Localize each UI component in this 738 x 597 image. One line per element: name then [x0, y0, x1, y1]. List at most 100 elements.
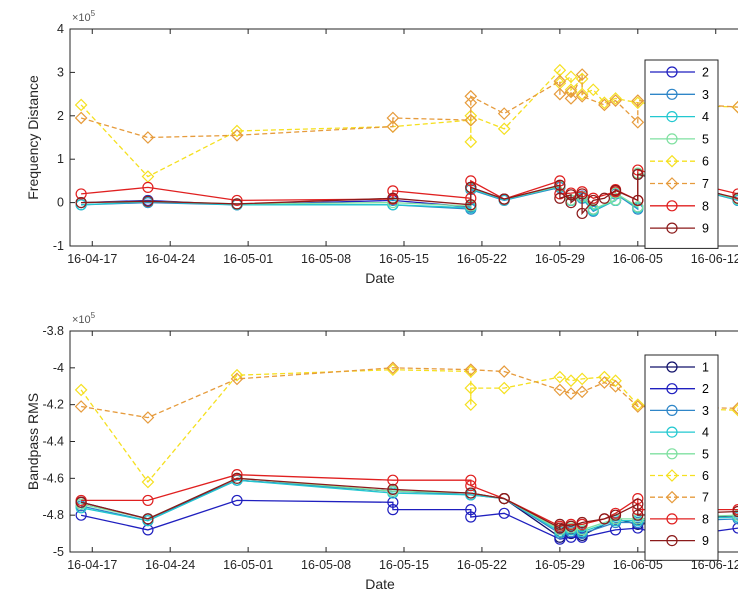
legend-marker [666, 404, 678, 416]
chart-panel-1: -1 0 1 2 3 4 16-04-17 16-04-24 16-05-01 16-05-08 1… [25, 9, 738, 286]
y-tick-label: -4.2 [42, 398, 64, 412]
data-point [564, 374, 578, 388]
data-point [465, 487, 477, 499]
data-point [553, 87, 567, 101]
data-point [142, 524, 154, 536]
data-point [386, 111, 400, 125]
data-point [230, 368, 244, 382]
x-tick-label: 16-06-05 [613, 558, 663, 572]
data-point [141, 411, 155, 424]
legend: 2 3 4 5 6 7 8 9 [644, 59, 719, 249]
data-point [554, 179, 566, 191]
x-tick-label: 16-05-08 [301, 558, 351, 572]
y-axis-label: Frequency Distance [25, 75, 41, 200]
legend-marker [666, 133, 678, 145]
legend-entry-7: 7 [650, 491, 709, 505]
y-tick-label: 0 [57, 196, 64, 210]
data-point [465, 511, 477, 523]
data-point [732, 522, 738, 534]
chart-panel-2: -5 -4.8 -4.6 -4.4 -4.2 -4 -3.8 16-04-17 16-04-24… [25, 311, 738, 592]
y-tick-label: -4.4 [42, 435, 64, 449]
data-point [609, 94, 622, 107]
data-point [141, 131, 155, 144]
legend-box [644, 59, 719, 249]
data-point [632, 201, 644, 213]
x-tick-label: 16-06-12 [691, 252, 738, 266]
legend-label: 2 [702, 382, 709, 396]
data-point [387, 483, 399, 495]
series-9 [75, 168, 738, 220]
data-point [498, 193, 510, 205]
legend-marker [666, 110, 678, 123]
y-tick-label: -3.8 [42, 324, 64, 338]
data-point [576, 207, 588, 220]
data-point [575, 89, 589, 103]
data-point [142, 513, 154, 525]
y-axis-label: Bandpass RMS [25, 393, 41, 490]
x-tick-label: 16-04-24 [145, 558, 195, 572]
legend-marker [666, 88, 678, 100]
x-axis-label: Date [365, 270, 395, 286]
data-point [632, 194, 644, 207]
legend-entry-8: 8 [650, 199, 709, 213]
plot-area [74, 361, 738, 545]
data-point [564, 85, 578, 99]
legend-label: 4 [702, 426, 709, 440]
x-tick-label: 16-05-29 [535, 252, 585, 266]
data-point [631, 400, 645, 413]
series-6 [74, 363, 738, 489]
legend: 1 2 3 4 5 6 7 8 9 [644, 354, 719, 561]
data-point [465, 175, 477, 187]
data-point [386, 120, 400, 133]
legend-entry-9: 9 [650, 534, 709, 548]
data-point [231, 472, 243, 484]
data-point [231, 194, 243, 207]
data-point [465, 181, 477, 194]
x-tick-label: 16-05-29 [535, 558, 585, 572]
x-tick-label: 16-06-05 [613, 252, 663, 266]
data-point [731, 402, 738, 415]
legend-marker [665, 490, 679, 504]
data-point [465, 504, 477, 516]
data-point [564, 92, 578, 105]
legend-entry-6: 6 [650, 155, 709, 169]
data-point [554, 522, 566, 534]
data-point [230, 372, 244, 386]
y-tick-label: -5 [53, 545, 64, 559]
y-tick-label: 1 [57, 152, 64, 166]
data-point [587, 203, 599, 215]
legend-entry-5: 5 [650, 447, 709, 461]
data-point [575, 385, 589, 399]
legend-label: 3 [702, 404, 709, 418]
data-point [732, 192, 738, 204]
data-point [731, 100, 738, 114]
y-exponent-label: ×105 [72, 9, 96, 24]
data-point [498, 507, 510, 519]
data-point [564, 387, 578, 400]
legend-marker [666, 426, 678, 438]
series-7 [74, 68, 738, 144]
series-line-6 [80, 369, 738, 484]
data-point [554, 518, 566, 530]
y-exponent-label: ×105 [72, 311, 96, 326]
legend-marker [665, 154, 679, 168]
x-tick-label: 16-05-15 [379, 558, 429, 572]
legend-label: 1 [702, 361, 709, 375]
x-tick-label: 16-05-01 [223, 252, 273, 266]
legend-label: 2 [702, 66, 709, 80]
data-point [598, 98, 611, 112]
data-point [553, 74, 567, 88]
legend-label: 5 [702, 132, 709, 146]
data-point [465, 474, 477, 486]
series-line-4 [80, 479, 738, 533]
series-line-9 [81, 173, 738, 216]
data-point [387, 504, 399, 516]
series-7 [74, 361, 738, 424]
data-point [387, 474, 399, 486]
data-point [387, 496, 399, 508]
data-point [732, 509, 738, 521]
data-point [609, 524, 622, 536]
legend-label: 4 [702, 110, 709, 124]
legend-marker [666, 513, 678, 525]
data-point [464, 89, 478, 103]
